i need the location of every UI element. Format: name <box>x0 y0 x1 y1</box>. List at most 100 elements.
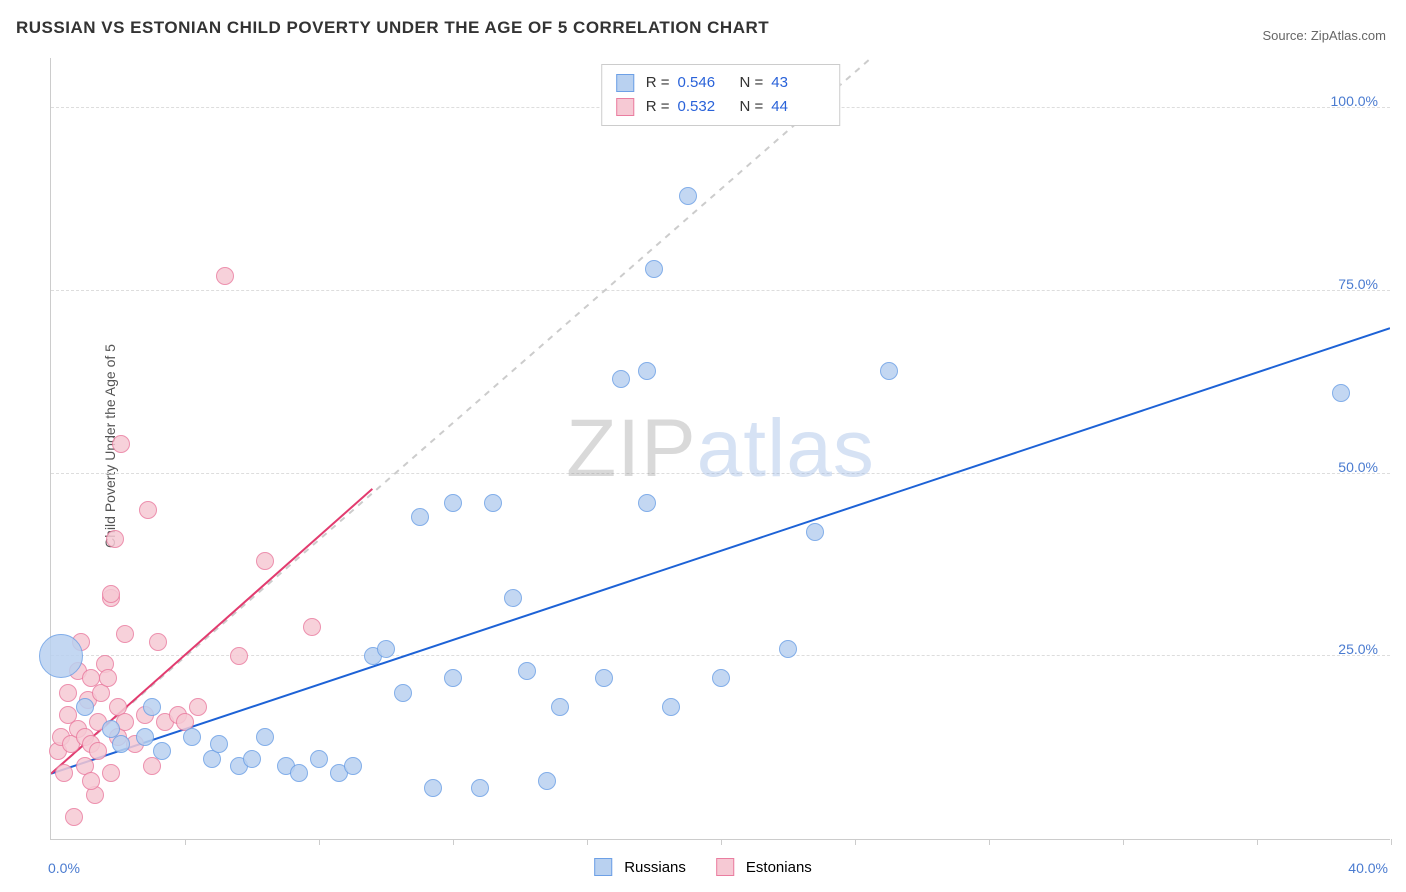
data-point-estonians <box>230 647 248 665</box>
data-point-estonians <box>59 684 77 702</box>
data-point-russians <box>183 728 201 746</box>
data-point-russians <box>424 779 442 797</box>
n-label: N = <box>740 95 764 119</box>
data-point-russians <box>638 362 656 380</box>
x-tick-mark <box>1391 839 1392 845</box>
data-point-russians <box>444 494 462 512</box>
data-point-russians <box>471 779 489 797</box>
legend-label-estonians: Estonians <box>746 859 812 876</box>
x-tick-mark <box>721 839 722 845</box>
data-point-russians <box>484 494 502 512</box>
data-point-estonians <box>116 625 134 643</box>
swatch-russians <box>616 74 634 92</box>
data-point-russians <box>136 728 154 746</box>
data-point-russians <box>210 735 228 753</box>
x-tick-mark <box>453 839 454 845</box>
y-tick-label: 100.0% <box>1331 93 1378 109</box>
data-point-russians <box>504 589 522 607</box>
data-point-russians <box>290 764 308 782</box>
legend-label-russians: Russians <box>624 859 686 876</box>
data-point-russians <box>344 757 362 775</box>
data-point-russians <box>310 750 328 768</box>
data-point-russians <box>662 698 680 716</box>
grid-line-horizontal <box>51 655 1390 656</box>
data-point-russians <box>612 370 630 388</box>
trend-lines-layer <box>51 58 1390 839</box>
y-tick-label: 25.0% <box>1338 641 1378 657</box>
data-point-estonians <box>216 267 234 285</box>
data-point-russians <box>243 750 261 768</box>
data-point-russians <box>444 669 462 687</box>
data-point-estonians <box>189 698 207 716</box>
grid-line-horizontal <box>51 473 1390 474</box>
source-prefix: Source: <box>1262 28 1310 43</box>
x-tick-mark <box>855 839 856 845</box>
x-tick-mark <box>185 839 186 845</box>
watermark: ZIPatlas <box>566 402 875 496</box>
y-tick-label: 75.0% <box>1338 276 1378 292</box>
data-point-estonians <box>303 618 321 636</box>
data-point-russians <box>39 634 83 678</box>
data-point-estonians <box>82 772 100 790</box>
n-label: N = <box>740 71 764 95</box>
data-point-russians <box>806 523 824 541</box>
data-point-russians <box>538 772 556 790</box>
n-value-estonians: 44 <box>771 95 825 119</box>
source-attribution: Source: ZipAtlas.com <box>1262 28 1386 43</box>
x-tick-mark <box>319 839 320 845</box>
n-value-russians: 43 <box>771 71 825 95</box>
series-legend: Russians Estonians <box>582 858 824 876</box>
x-axis-max-label: 40.0% <box>1348 860 1388 876</box>
grid-line-horizontal <box>51 290 1390 291</box>
r-value-estonians: 0.532 <box>678 95 732 119</box>
x-tick-mark <box>989 839 990 845</box>
data-point-russians <box>880 362 898 380</box>
data-point-estonians <box>256 552 274 570</box>
x-tick-mark <box>1123 839 1124 845</box>
chart-title: RUSSIAN VS ESTONIAN CHILD POVERTY UNDER … <box>16 18 769 38</box>
data-point-estonians <box>102 764 120 782</box>
data-point-russians <box>645 260 663 278</box>
data-point-estonians <box>65 808 83 826</box>
data-point-russians <box>153 742 171 760</box>
r-label: R = <box>646 71 670 95</box>
legend-item-estonians: Estonians <box>716 858 812 876</box>
data-point-russians <box>595 669 613 687</box>
legend-item-russians: Russians <box>594 858 686 876</box>
scatter-plot-area: ZIPatlas R = 0.546 N = 43 R = 0.532 N = … <box>50 58 1390 840</box>
r-value-russians: 0.546 <box>678 71 732 95</box>
stats-row-estonians: R = 0.532 N = 44 <box>616 95 826 119</box>
data-point-estonians <box>149 633 167 651</box>
stats-row-russians: R = 0.546 N = 43 <box>616 71 826 95</box>
data-point-russians <box>679 187 697 205</box>
data-point-russians <box>411 508 429 526</box>
x-tick-mark <box>1257 839 1258 845</box>
r-label: R = <box>646 95 670 119</box>
data-point-estonians <box>102 585 120 603</box>
data-point-russians <box>112 735 130 753</box>
data-point-russians <box>143 698 161 716</box>
data-point-russians <box>256 728 274 746</box>
data-point-russians <box>377 640 395 658</box>
watermark-part2: atlas <box>697 403 875 494</box>
data-point-estonians <box>112 435 130 453</box>
data-point-russians <box>712 669 730 687</box>
swatch-russians <box>594 858 612 876</box>
data-point-russians <box>518 662 536 680</box>
data-point-russians <box>394 684 412 702</box>
data-point-estonians <box>139 501 157 519</box>
data-point-estonians <box>89 742 107 760</box>
data-point-russians <box>779 640 797 658</box>
data-point-estonians <box>106 530 124 548</box>
data-point-russians <box>76 698 94 716</box>
data-point-estonians <box>55 764 73 782</box>
data-point-russians <box>551 698 569 716</box>
data-point-estonians <box>99 669 117 687</box>
data-point-russians <box>1332 384 1350 402</box>
y-tick-label: 50.0% <box>1338 459 1378 475</box>
data-point-russians <box>638 494 656 512</box>
x-axis-origin-label: 0.0% <box>48 860 80 876</box>
x-tick-mark <box>587 839 588 845</box>
correlation-stats-legend: R = 0.546 N = 43 R = 0.532 N = 44 <box>601 64 841 126</box>
source-name: ZipAtlas.com <box>1311 28 1386 43</box>
